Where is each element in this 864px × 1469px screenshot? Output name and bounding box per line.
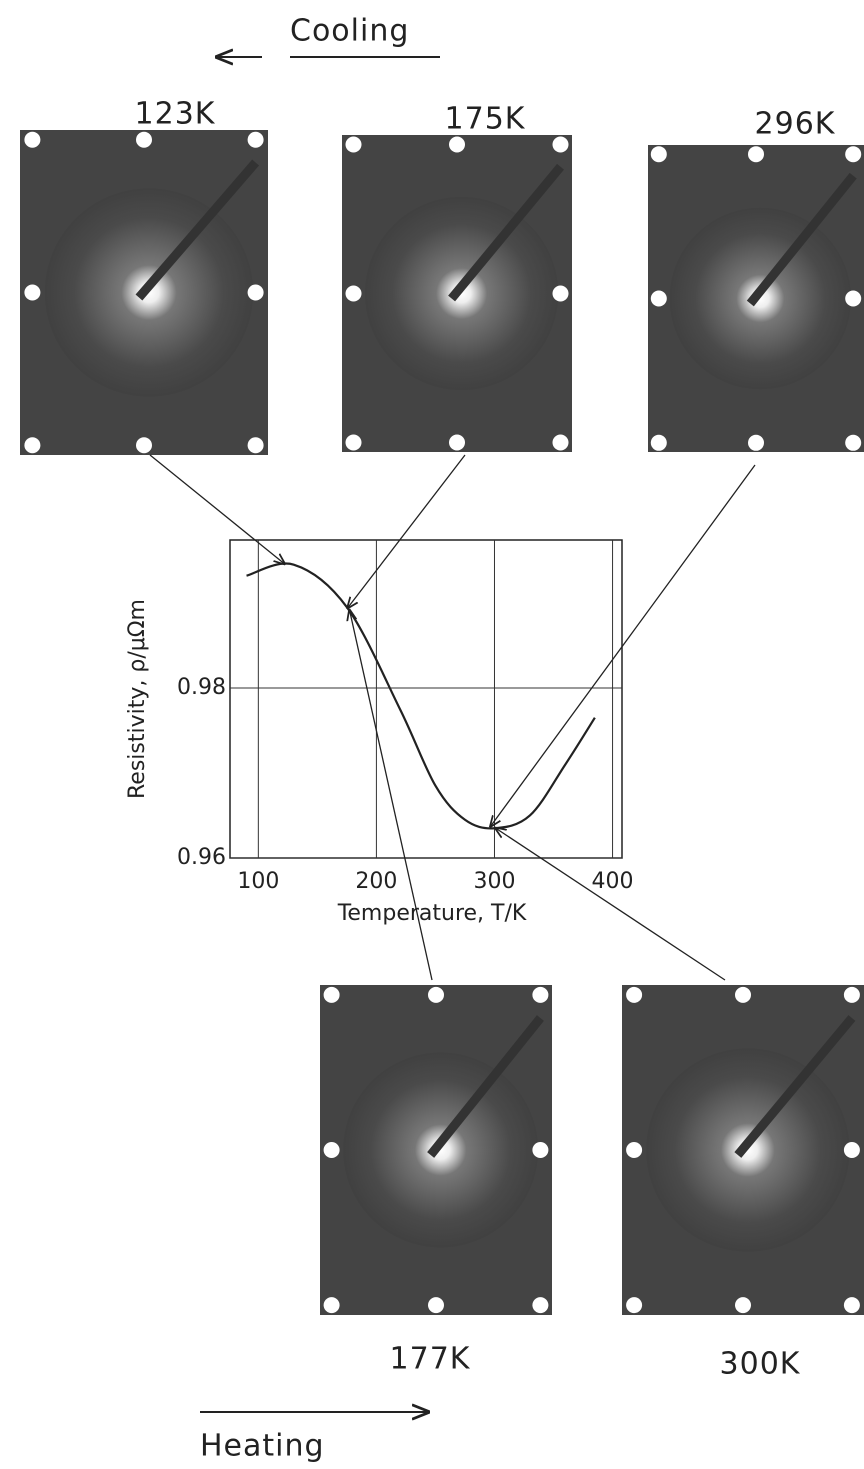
diffraction-spot — [428, 1297, 444, 1313]
diffraction-spot — [844, 1142, 860, 1158]
diffraction-spot — [532, 1297, 548, 1313]
diffraction-spot — [626, 1142, 642, 1158]
diffraction-spot — [449, 137, 465, 153]
diffraction-spot — [553, 286, 569, 302]
pointer-arrow — [494, 827, 725, 980]
diffraction-spot — [748, 435, 764, 451]
diffraction-spot — [449, 434, 465, 450]
pointer-arrow — [150, 455, 285, 565]
diffraction-spot — [651, 146, 667, 162]
x-tick-label: 400 — [592, 869, 634, 894]
diffraction-spot — [626, 987, 642, 1003]
diffraction-spot — [532, 987, 548, 1003]
figure: Cooling Heating 100 200 300 400 0.96 0.98 Temp… — [0, 0, 864, 1469]
diffraction-spot — [651, 435, 667, 451]
x-axis-label: Temperature, T/K — [337, 901, 527, 926]
diffraction-spot — [844, 1297, 860, 1313]
diffraction-spot — [845, 146, 861, 162]
diffraction-spot — [626, 1297, 642, 1313]
diffraction-spot — [428, 987, 444, 1003]
diffraction-pattern — [342, 135, 572, 452]
diffraction-pattern — [648, 145, 864, 452]
temperature-label: 300K — [720, 1347, 801, 1382]
diffraction-spot — [845, 291, 861, 307]
diffraction-spot — [553, 434, 569, 450]
diffraction-spot — [248, 132, 264, 148]
diffraction-spot — [532, 1142, 548, 1158]
diffraction-spot — [553, 137, 569, 153]
diffraction-pattern — [20, 130, 268, 455]
diffraction-spot — [324, 987, 340, 1003]
diffraction-spot — [248, 437, 264, 453]
diffraction-spot — [651, 291, 667, 307]
diffraction-spot — [845, 435, 861, 451]
diffraction-spot — [24, 132, 40, 148]
diffraction-spot — [24, 437, 40, 453]
diffraction-pattern — [320, 985, 552, 1315]
x-tick-label: 100 — [237, 869, 279, 894]
temperature-label: 296K — [755, 107, 836, 142]
diffraction-spot — [346, 286, 362, 302]
y-tick-label: 0.96 — [177, 845, 226, 870]
pointer-arrow — [347, 455, 465, 609]
diffraction-spot — [324, 1142, 340, 1158]
diffraction-spot — [748, 146, 764, 162]
temperature-label: 177K — [390, 1342, 471, 1377]
diffraction-spot — [248, 285, 264, 301]
x-tick-label: 300 — [473, 869, 515, 894]
diffraction-spot — [136, 437, 152, 453]
diffraction-spot — [346, 434, 362, 450]
x-tick-label: 200 — [355, 869, 397, 894]
y-tick-label: 0.98 — [177, 675, 226, 700]
central-glow — [343, 1053, 538, 1248]
resistivity-curve — [247, 564, 595, 829]
central-glow — [365, 197, 558, 390]
diffraction-spot — [136, 132, 152, 148]
diffraction-pattern — [622, 985, 864, 1315]
diffraction-spot — [346, 137, 362, 153]
diffraction-spot — [844, 987, 860, 1003]
diffraction-spot — [24, 285, 40, 301]
plot-frame — [230, 540, 622, 858]
y-axis-label: Resistivity, ρ/μΩm — [125, 599, 150, 799]
diffraction-spot — [324, 1297, 340, 1313]
cooling-label: Cooling — [290, 14, 409, 49]
heating-label: Heating — [200, 1429, 325, 1464]
diffraction-spot — [735, 1297, 751, 1313]
diffraction-spot — [735, 987, 751, 1003]
temperature-label: 123K — [135, 97, 216, 132]
temperature-label: 175K — [445, 102, 526, 137]
central-glow — [670, 208, 851, 389]
